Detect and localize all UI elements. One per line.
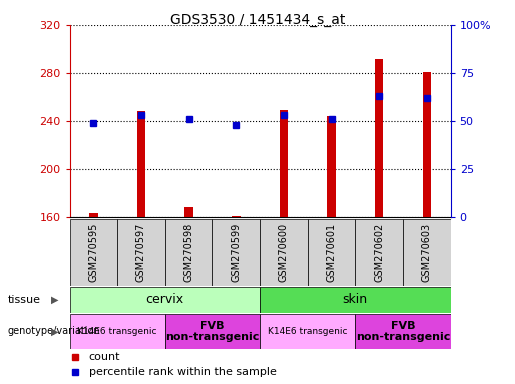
- Text: count: count: [89, 352, 120, 362]
- Bar: [307, 219, 355, 286]
- Bar: [327, 116, 336, 217]
- Text: genotype/variation: genotype/variation: [8, 326, 100, 336]
- Bar: [184, 207, 193, 217]
- Bar: [165, 314, 260, 349]
- Text: tissue: tissue: [8, 295, 41, 305]
- Bar: [260, 287, 451, 313]
- Bar: [403, 219, 451, 286]
- Bar: [260, 314, 355, 349]
- Text: GSM270600: GSM270600: [279, 223, 289, 282]
- Bar: [89, 214, 98, 217]
- Text: K14E6 transgenic: K14E6 transgenic: [268, 327, 348, 336]
- Bar: [422, 72, 431, 217]
- Text: GSM270598: GSM270598: [184, 223, 194, 282]
- Text: ▶: ▶: [52, 295, 59, 305]
- Text: skin: skin: [343, 293, 368, 306]
- Text: FVB
non-transgenic: FVB non-transgenic: [165, 321, 260, 342]
- Text: K14E6 transgenic: K14E6 transgenic: [77, 327, 157, 336]
- Bar: [117, 219, 165, 286]
- Text: GSM270599: GSM270599: [231, 223, 241, 282]
- Bar: [70, 287, 260, 313]
- Bar: [213, 219, 260, 286]
- Text: GSM270602: GSM270602: [374, 223, 384, 282]
- Text: FVB
non-transgenic: FVB non-transgenic: [356, 321, 450, 342]
- Bar: [70, 314, 165, 349]
- Bar: [280, 110, 288, 217]
- Bar: [260, 219, 308, 286]
- Bar: [232, 216, 241, 217]
- Text: cervix: cervix: [146, 293, 184, 306]
- Bar: [375, 58, 384, 217]
- Bar: [70, 219, 117, 286]
- Bar: [136, 111, 145, 217]
- Text: GSM270603: GSM270603: [422, 223, 432, 282]
- Text: ▶: ▶: [52, 326, 59, 336]
- Text: GDS3530 / 1451434_s_at: GDS3530 / 1451434_s_at: [170, 13, 345, 27]
- Text: GSM270601: GSM270601: [327, 223, 336, 282]
- Text: GSM270597: GSM270597: [136, 223, 146, 282]
- Text: GSM270595: GSM270595: [89, 223, 98, 282]
- Bar: [355, 219, 403, 286]
- Bar: [165, 219, 212, 286]
- Text: percentile rank within the sample: percentile rank within the sample: [89, 367, 277, 377]
- Bar: [355, 314, 451, 349]
